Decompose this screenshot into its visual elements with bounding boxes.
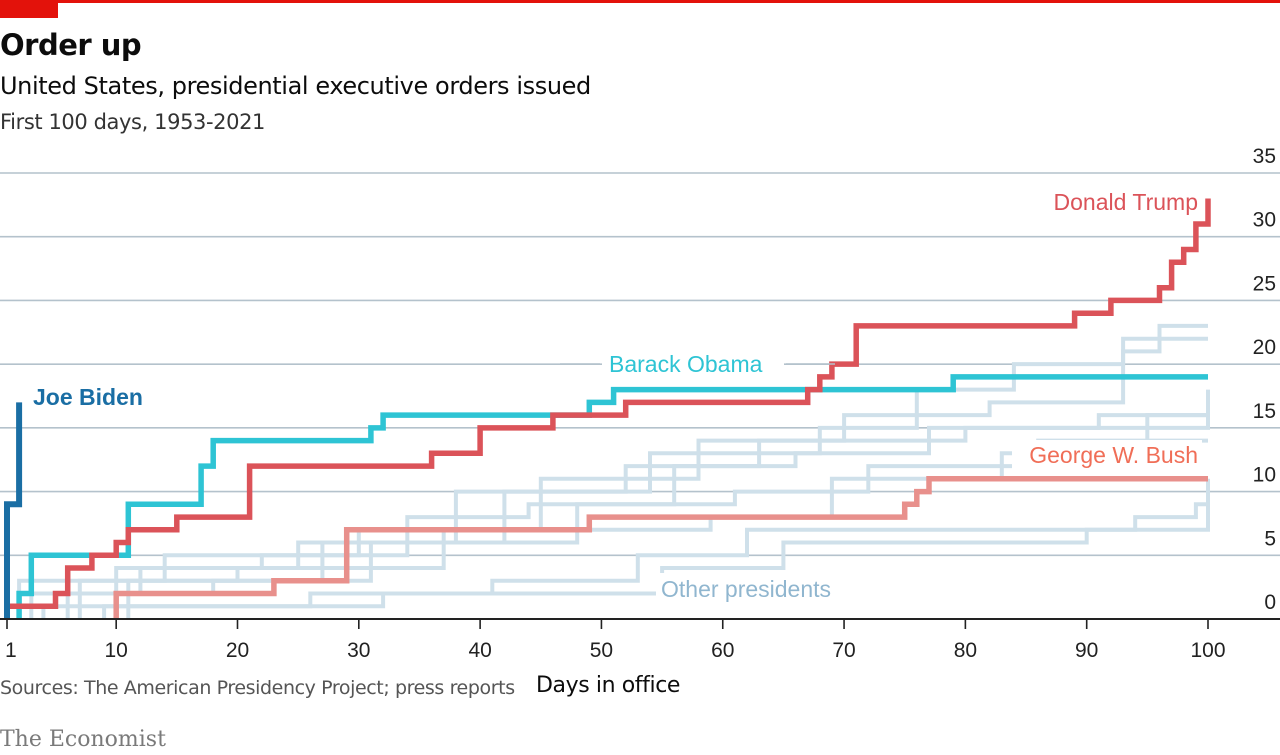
chart-title: Order up bbox=[0, 28, 142, 62]
y-tick-label-25: 25 bbox=[1253, 272, 1276, 295]
bush-label-bg bbox=[1012, 440, 1202, 470]
y-axis-labels: 0 5 10 15 20 25 30 35 bbox=[1253, 145, 1276, 614]
y-tick-label-20: 20 bbox=[1253, 336, 1276, 359]
series-labels: Joe Biden Barack Obama Donald Trump George … bbox=[33, 189, 1202, 603]
x-tick-label-80: 80 bbox=[954, 639, 977, 662]
economist-logo: The Economist bbox=[0, 727, 166, 752]
chart-period: First 100 days, 1953-2021 bbox=[0, 110, 266, 134]
other-president-line-4 bbox=[41, 402, 1210, 619]
label-barack-obama: Barack Obama bbox=[609, 351, 763, 377]
y-tick-label-35: 35 bbox=[1253, 145, 1276, 168]
x-tick-label-90: 90 bbox=[1075, 639, 1098, 662]
x-tick-label-10: 10 bbox=[105, 639, 128, 662]
x-tick-label-1: 1 bbox=[5, 639, 17, 662]
other-president-line-5 bbox=[65, 438, 1208, 619]
trump-line bbox=[7, 198, 1211, 610]
x-tick-label-60: 60 bbox=[711, 639, 734, 662]
label-joe-biden: Joe Biden bbox=[33, 384, 143, 410]
y-tick-label-0: 0 bbox=[1264, 591, 1276, 614]
chart-subtitle: United States, presidential executive or… bbox=[0, 72, 591, 100]
y-tick-label-15: 15 bbox=[1253, 400, 1276, 423]
source-note: Sources: The American Presidency Project… bbox=[0, 677, 515, 699]
obama-line bbox=[16, 374, 1208, 619]
bush-line bbox=[113, 476, 1208, 619]
x-axis-title: Days in office bbox=[536, 673, 681, 698]
highlighted-lines bbox=[4, 198, 1211, 619]
x-tick-label-50: 50 bbox=[590, 639, 613, 662]
other-president-line-8 bbox=[126, 502, 1208, 619]
x-axis: 1 10 20 30 40 50 60 70 80 90 100 bbox=[0, 618, 1280, 662]
biden-line bbox=[4, 402, 23, 619]
x-tick-label-100: 100 bbox=[1190, 639, 1225, 662]
label-donald-trump: Donald Trump bbox=[1054, 189, 1198, 215]
other-president-line-2 bbox=[17, 323, 1208, 619]
top-red-rule bbox=[0, 0, 1280, 3]
others-label-bg bbox=[656, 573, 846, 603]
x-tick-label-30: 30 bbox=[347, 639, 370, 662]
obama-label-bg bbox=[602, 345, 784, 379]
y-tick-label-5: 5 bbox=[1264, 527, 1276, 550]
label-george-w-bush: George W. Bush bbox=[1029, 442, 1198, 468]
y-tick-label-30: 30 bbox=[1253, 209, 1276, 232]
x-tick-label-70: 70 bbox=[832, 639, 855, 662]
label-other-presidents: Other presidents bbox=[661, 576, 831, 602]
brand-red-tag bbox=[0, 0, 58, 18]
x-tick-label-40: 40 bbox=[468, 639, 491, 662]
y-tick-label-10: 10 bbox=[1253, 464, 1276, 487]
x-tick-label-20: 20 bbox=[226, 639, 249, 662]
